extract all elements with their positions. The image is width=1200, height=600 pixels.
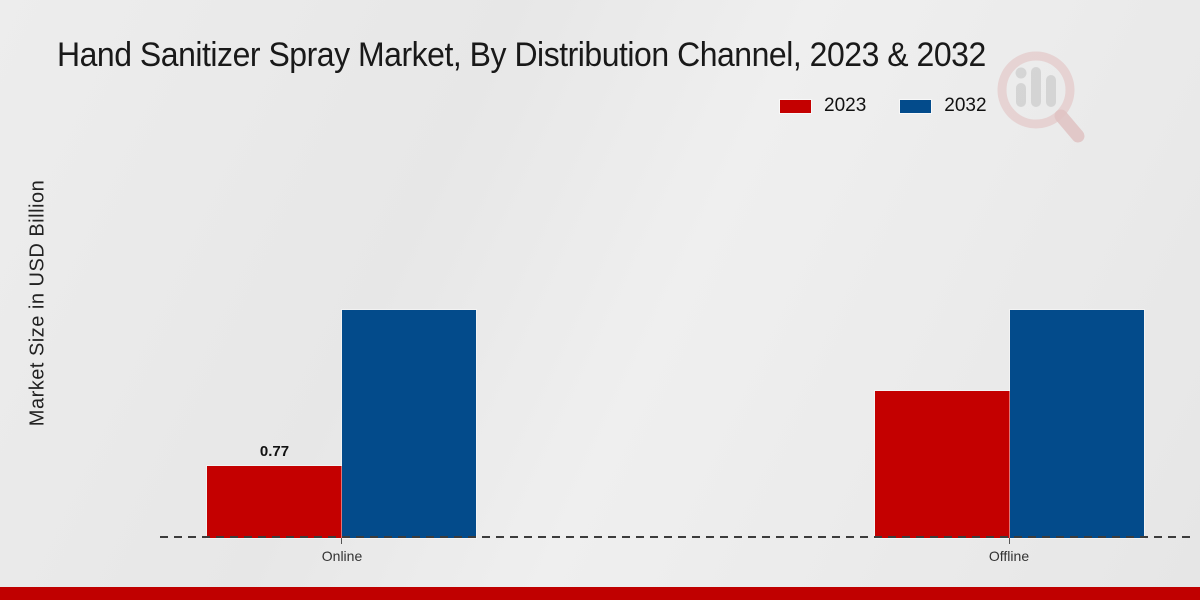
legend-swatch-2023 bbox=[780, 99, 811, 113]
category-label-online: Online bbox=[321, 548, 363, 564]
legend: 2023 2032 bbox=[780, 95, 987, 117]
bar-offline-2023 bbox=[875, 391, 1010, 538]
magnifier-bar-chart-logo-icon bbox=[988, 42, 1092, 157]
footer-accent-bar bbox=[0, 587, 1200, 600]
legend-item-2032: 2032 bbox=[900, 95, 987, 117]
x-axis-tick-online bbox=[341, 538, 342, 544]
legend-label-2032: 2032 bbox=[944, 95, 987, 116]
x-axis-baseline bbox=[160, 536, 1190, 538]
x-axis-tick-offline bbox=[1009, 538, 1010, 544]
legend-swatch-2032 bbox=[900, 99, 932, 113]
bar-online-2032 bbox=[342, 310, 476, 538]
bar-value-label-online-2023: 0.77 bbox=[259, 443, 290, 460]
legend-item-2023: 2023 bbox=[780, 95, 866, 117]
bar-offline-2032 bbox=[1010, 310, 1144, 538]
legend-label-2023: 2023 bbox=[824, 95, 867, 116]
bar-group-offline bbox=[875, 310, 1144, 538]
bar-online-2023 bbox=[207, 466, 342, 538]
category-label-offline: Offline bbox=[988, 548, 1030, 564]
chart-title: Hand Sanitizer Spray Market, By Distribu… bbox=[57, 36, 986, 74]
bar-group-online bbox=[207, 310, 476, 538]
